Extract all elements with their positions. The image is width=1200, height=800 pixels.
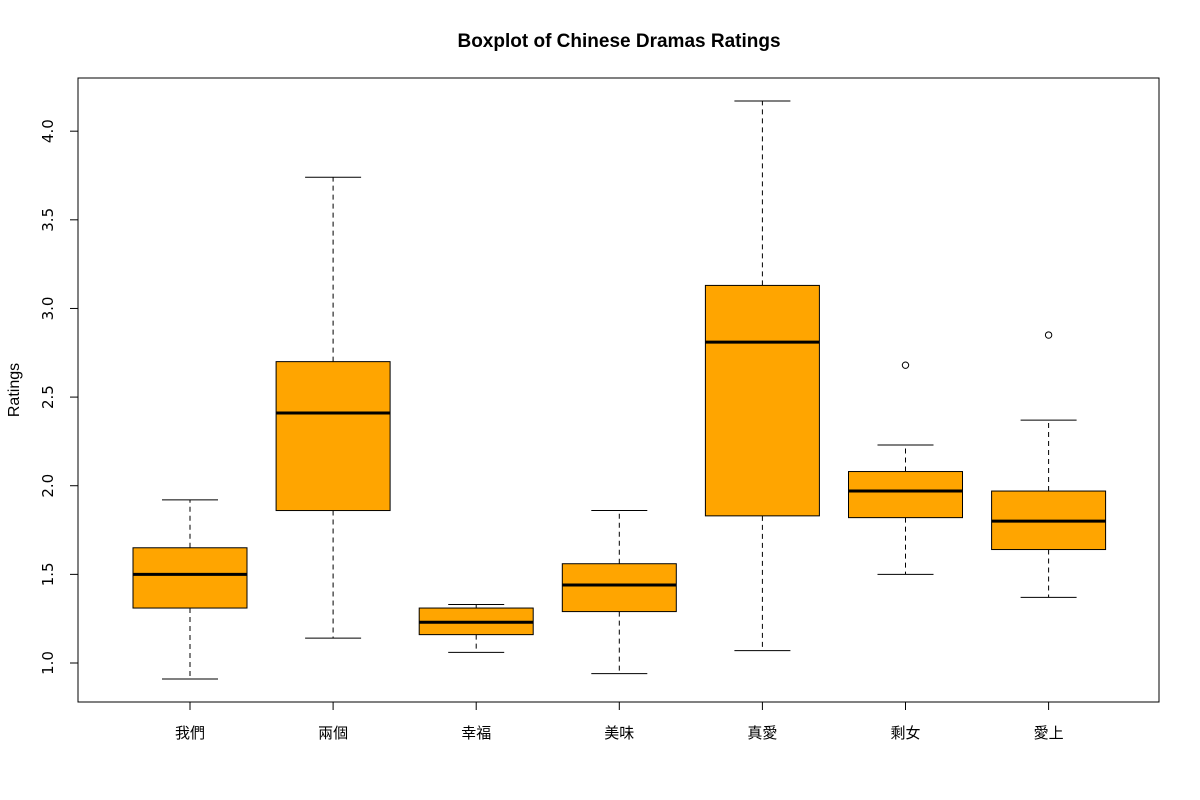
y-tick-label: 4.0 [39,119,57,143]
box-6 [848,361,963,575]
y-tick-label: 3.0 [39,297,57,321]
outlier-point [901,361,910,369]
x-tick-label: 幸福 [461,724,491,742]
outlier-point [1044,331,1053,339]
y-axis-label: Ratings [6,363,23,417]
box-1 [132,499,248,680]
box-7 [991,331,1107,598]
x-tick-label: 兩個 [318,724,348,742]
chart-title: Boxplot of Chinese Dramas Ratings [457,31,780,52]
x-tick-label: 真愛 [747,724,777,742]
y-tick-label: 2.5 [39,385,57,409]
boxes-layer [132,100,1107,680]
box-5 [704,100,820,652]
iqr-box [704,284,820,517]
x-tick-label: 剩女 [890,724,920,742]
iqr-box [561,563,677,613]
y-tick-label: 1.0 [39,651,57,675]
x-tick-label: 愛上 [1034,724,1064,742]
x-tick-label: 我們 [175,724,205,742]
box-4 [561,510,677,675]
x-tick-label: 美味 [604,724,634,742]
y-axis: 1.0 1.5 2.0 2.5 3.0 3.5 4.0 [39,119,79,675]
iqr-box [275,361,391,512]
iqr-box [848,471,963,519]
y-tick-label: 1.5 [39,562,57,586]
box-3 [418,604,534,653]
y-tick-label: 3.5 [39,208,57,232]
x-axis: 我們 兩個 幸福 美味 真愛 剩女 愛上 [175,701,1064,742]
iqr-box [132,547,248,609]
box-2 [275,176,391,639]
y-tick-label: 2.0 [39,474,57,498]
